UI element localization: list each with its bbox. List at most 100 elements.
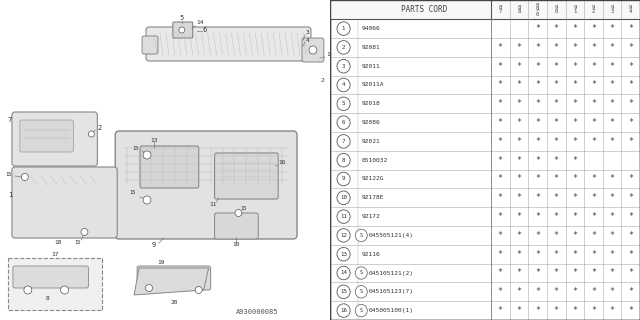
Circle shape (355, 267, 367, 279)
Text: 15: 15 (340, 289, 347, 294)
Text: *: * (609, 62, 614, 71)
Text: *: * (628, 268, 633, 277)
Text: *: * (554, 287, 559, 296)
Circle shape (337, 41, 350, 54)
Text: 92178E: 92178E (361, 195, 384, 200)
Text: 3: 3 (306, 30, 310, 36)
Text: *: * (554, 306, 559, 315)
Text: 8
8: 8 8 (517, 5, 520, 14)
Text: *: * (628, 212, 633, 221)
Text: 11: 11 (340, 214, 347, 219)
Text: *: * (498, 174, 503, 183)
Text: *: * (498, 118, 503, 127)
Text: *: * (572, 81, 577, 90)
Text: 9
3: 9 3 (611, 5, 614, 14)
Text: 92116: 92116 (361, 252, 380, 257)
Text: *: * (628, 81, 633, 90)
Text: 92018: 92018 (361, 101, 380, 106)
Circle shape (337, 135, 350, 148)
Text: *: * (628, 306, 633, 315)
Text: *: * (628, 193, 633, 202)
Text: *: * (572, 156, 577, 165)
Text: *: * (516, 137, 522, 146)
Text: *: * (498, 99, 503, 108)
Text: *: * (535, 81, 540, 90)
Text: *: * (554, 118, 559, 127)
Text: *: * (554, 24, 559, 33)
Text: *: * (609, 268, 614, 277)
Bar (330, 0, 640, 19)
Text: *: * (628, 250, 633, 259)
Text: *: * (609, 137, 614, 146)
Circle shape (21, 173, 28, 180)
FancyBboxPatch shape (115, 131, 297, 239)
Text: 6: 6 (342, 120, 346, 125)
Text: *: * (628, 24, 633, 33)
Text: 15: 15 (74, 239, 81, 244)
FancyBboxPatch shape (13, 266, 88, 288)
Text: *: * (535, 212, 540, 221)
Text: *: * (554, 156, 559, 165)
Text: *: * (572, 137, 577, 146)
Text: 92172: 92172 (361, 214, 380, 219)
Text: 11: 11 (209, 203, 216, 207)
Text: S: S (360, 289, 363, 294)
Text: *: * (516, 306, 522, 315)
Text: 16: 16 (278, 161, 285, 165)
Text: *: * (498, 268, 503, 277)
Text: *: * (591, 287, 596, 296)
Text: 15: 15 (129, 190, 136, 196)
Text: 045505121(4): 045505121(4) (369, 233, 414, 238)
Text: *: * (535, 24, 540, 33)
Circle shape (337, 210, 350, 223)
Text: 8
7: 8 7 (499, 5, 502, 14)
Text: *: * (572, 287, 577, 296)
Text: *: * (535, 193, 540, 202)
Text: 9
0: 9 0 (555, 5, 558, 14)
Text: *: * (554, 81, 559, 90)
Text: *: * (572, 24, 577, 33)
Text: 12: 12 (326, 52, 333, 58)
Text: 8: 8 (342, 158, 346, 163)
Circle shape (145, 284, 152, 292)
Text: 7: 7 (342, 139, 346, 144)
Text: 9
4: 9 4 (629, 5, 632, 14)
Text: *: * (498, 306, 503, 315)
Circle shape (337, 97, 350, 111)
Text: 14: 14 (340, 270, 347, 276)
Text: *: * (609, 174, 614, 183)
Text: *: * (572, 43, 577, 52)
Circle shape (179, 27, 185, 33)
Text: 18: 18 (54, 239, 61, 244)
Text: *: * (498, 250, 503, 259)
Text: S: S (360, 270, 363, 276)
Text: 8
9
0: 8 9 0 (536, 3, 539, 17)
Text: 4: 4 (342, 83, 346, 87)
Circle shape (337, 60, 350, 73)
Text: 15: 15 (241, 205, 247, 211)
Text: 4: 4 (306, 37, 310, 43)
Polygon shape (134, 268, 209, 295)
Text: *: * (572, 118, 577, 127)
Text: *: * (535, 250, 540, 259)
Text: 92081: 92081 (361, 45, 380, 50)
Text: *: * (516, 174, 522, 183)
FancyBboxPatch shape (140, 146, 198, 188)
Text: 17: 17 (51, 252, 58, 258)
Text: *: * (516, 81, 522, 90)
Text: *: * (591, 81, 596, 90)
Text: 045105121(2): 045105121(2) (369, 270, 414, 276)
Text: 045105123(7): 045105123(7) (369, 289, 414, 294)
Text: *: * (554, 174, 559, 183)
Text: *: * (535, 268, 540, 277)
Text: *: * (554, 268, 559, 277)
Text: *: * (516, 62, 522, 71)
Text: *: * (609, 212, 614, 221)
Text: 9: 9 (342, 177, 346, 181)
FancyBboxPatch shape (12, 167, 117, 238)
Text: 045005100(1): 045005100(1) (369, 308, 414, 313)
Circle shape (81, 228, 88, 236)
Text: *: * (554, 43, 559, 52)
Text: 92011A: 92011A (361, 83, 384, 87)
Text: 13: 13 (340, 252, 347, 257)
